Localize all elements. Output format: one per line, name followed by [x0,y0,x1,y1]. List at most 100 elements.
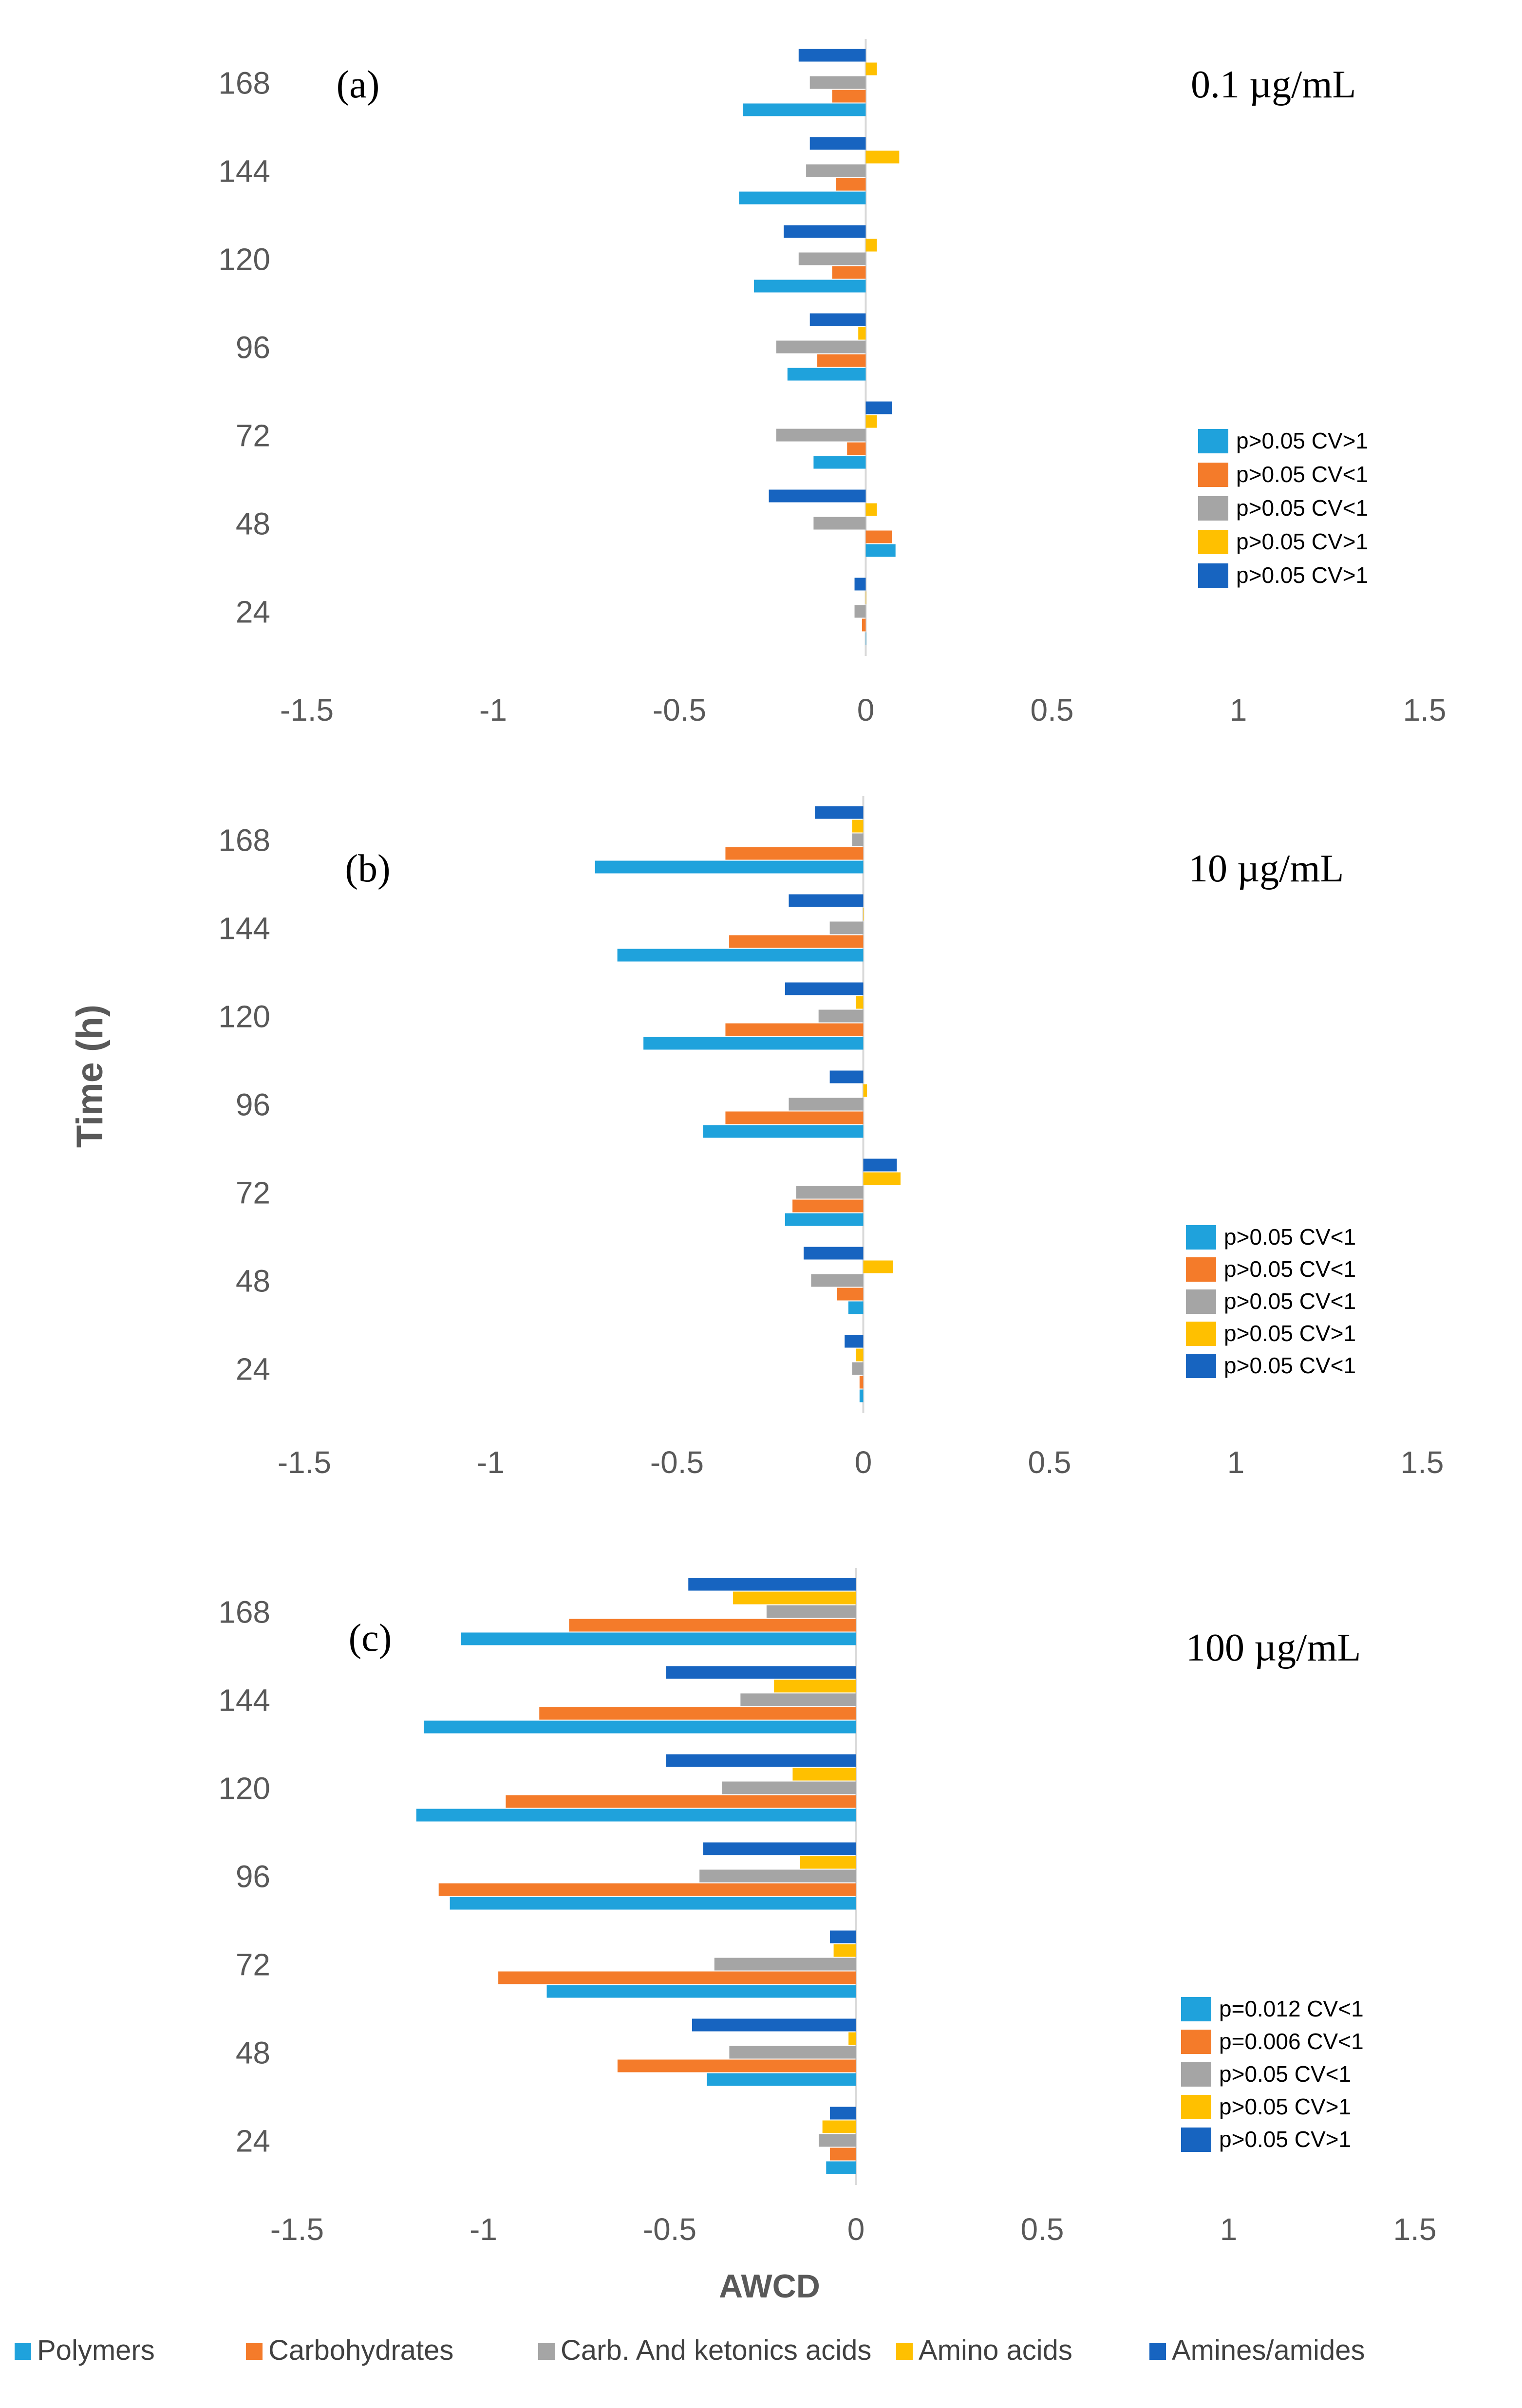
bar-polymers-144h [424,1720,856,1734]
sig-legend-label: p>0.05 CV>1 [1236,428,1368,453]
bar-carb-and-ketonics-acids-144h [740,1693,856,1706]
bar-amino-acids-96h [800,1856,856,1869]
y-tick-label: 120 [218,1771,270,1806]
sig-legend-label: p>0.05 CV<1 [1236,495,1368,521]
bar-carb-and-ketonics-acids-168h [852,833,864,846]
y-tick-label: 144 [218,911,270,946]
legend-swatch [246,2343,263,2360]
legend-label: Carb. And ketonics acids [561,2334,871,2366]
y-tick-label: 168 [218,823,270,858]
y-axis-title: Time (h) [69,1005,111,1148]
bar-polymers-48h [848,1301,864,1314]
x-tick-label: 1 [1227,1445,1245,1480]
y-tick-label: 96 [236,1087,270,1122]
bar-amines-amides-72h [865,401,892,414]
x-tick-label: 1 [1220,2212,1238,2247]
bar-polymers-120h [643,1037,864,1050]
y-tick-label: 144 [218,154,270,189]
sig-legend-swatch [1186,1257,1216,1282]
panel-label: (c) [349,1617,392,1660]
bar-carb-and-ketonics-acids-24h [854,605,866,618]
bar-amines-amides-48h [769,489,866,503]
bar-carbohydrates-48h [617,2059,856,2072]
sig-legend-swatch [1186,1322,1216,1346]
bar-amines-amides-168h [688,1578,856,1591]
bar-amines-amides-48h [804,1247,864,1260]
bar-amines-amides-144h [789,894,864,907]
bar-polymers-72h [546,1985,856,1998]
y-tick-label: 96 [236,1859,270,1894]
bar-carbohydrates-96h [817,354,866,367]
panels: 24 48 72 96 120 144 168 -1.5 -1 -0.5 0 0.5 1 1.5 (a) 0.… [218,39,1446,2247]
sig-legend-swatch [1181,2030,1211,2054]
bar-carb-and-ketonics-acids-48h [811,1274,864,1287]
bar-amino-acids-120h [792,1768,856,1781]
bar-carbohydrates-72h [498,1971,856,1984]
bar-carb-and-ketonics-acids-72h [796,1186,864,1199]
bar-amino-acids-48h [848,2032,856,2045]
x-tick-label: 1.5 [1393,2212,1437,2247]
concentration-label: 100 µg/mL [1186,1626,1361,1669]
sig-legend-label: p>0.05 CV>1 [1236,562,1368,588]
sig-legend-label: p>0.05 CV<1 [1224,1353,1356,1378]
bar-carb-and-ketonics-acids-96h [699,1869,856,1883]
sig-legend-swatch [1198,463,1228,487]
bar-amines-amides-168h [798,49,866,62]
bar-carbohydrates-168h [725,847,864,860]
bar-amino-acids-96h [863,1084,867,1097]
bar-polymers-48h [707,2073,856,2086]
bar-carb-and-ketonics-acids-24h [852,1362,864,1375]
sig-legend-swatch [1186,1354,1216,1378]
sig-legend-label: p>0.05 CV<1 [1224,1256,1356,1282]
legend-swatch [896,2343,913,2360]
x-axis-title: AWCD [719,2268,820,2305]
panel-c: 24 48 72 96 120 144 168 -1.5 -1 -0.5 0 0.5 1 1.5 (c) 10… [218,1568,1436,2247]
bar-amino-acids-120h [865,239,877,252]
bar-amino-acids-48h [863,1260,893,1273]
legend-label: Polymers [37,2334,155,2366]
bar-carbohydrates-24h [862,618,866,632]
bar-amines-amides-96h [829,1070,864,1083]
x-tick-label: 0 [847,2212,865,2247]
x-tick-label: 0 [855,1445,872,1480]
bar-polymers-48h [865,544,896,557]
bar-polymers-168h [743,103,866,116]
bar-carbohydrates-168h [569,1619,856,1632]
bar-amino-acids-72h [865,415,877,428]
legend-label: Amines/amides [1172,2334,1365,2366]
bar-amines-amides-120h [784,225,866,238]
x-tick-label: -0.5 [643,2212,696,2247]
bar-polymers-96h [450,1897,856,1910]
y-tick-label: 48 [236,1264,270,1299]
x-tick-label: 1 [1230,692,1247,728]
bar-carb-and-ketonics-acids-120h [818,1009,864,1023]
bar-carbohydrates-72h [847,442,866,455]
sig-legend-swatch [1181,2095,1211,2119]
bar-carb-and-ketonics-acids-48h [813,517,866,530]
bar-polymers-120h [754,280,866,293]
x-tick-label: 0.5 [1028,1445,1071,1480]
concentration-label: 10 µg/mL [1188,847,1344,890]
bar-amino-acids-168h [733,1591,856,1605]
x-tick-label: -1 [477,1445,505,1480]
bar-amines-amides-120h [785,982,864,995]
legend-label: Carbohydrates [268,2334,453,2366]
bar-amines-amides-168h [815,806,864,819]
bar-carb-and-ketonics-acids-72h [714,1958,856,1971]
x-tick-label: -0.5 [653,692,706,728]
x-tick-label: 1.5 [1403,692,1447,728]
bar-amines-amides-144h [809,137,866,150]
bar-amines-amides-96h [703,1842,856,1855]
bar-amines-amides-48h [692,2018,856,2032]
sig-legend-swatch [1181,2062,1211,2087]
sig-legend-label: p>0.05 CV<1 [1224,1224,1356,1250]
y-tick-label: 120 [218,999,270,1034]
bar-polymers-96h [703,1125,864,1138]
sig-legend-label: p>0.05 CV<1 [1219,2061,1351,2087]
sig-legend-swatch [1181,2128,1211,2152]
bar-polymers-96h [787,368,866,381]
bar-carbohydrates-144h [729,935,864,948]
bar-amino-acids-120h [856,996,864,1009]
